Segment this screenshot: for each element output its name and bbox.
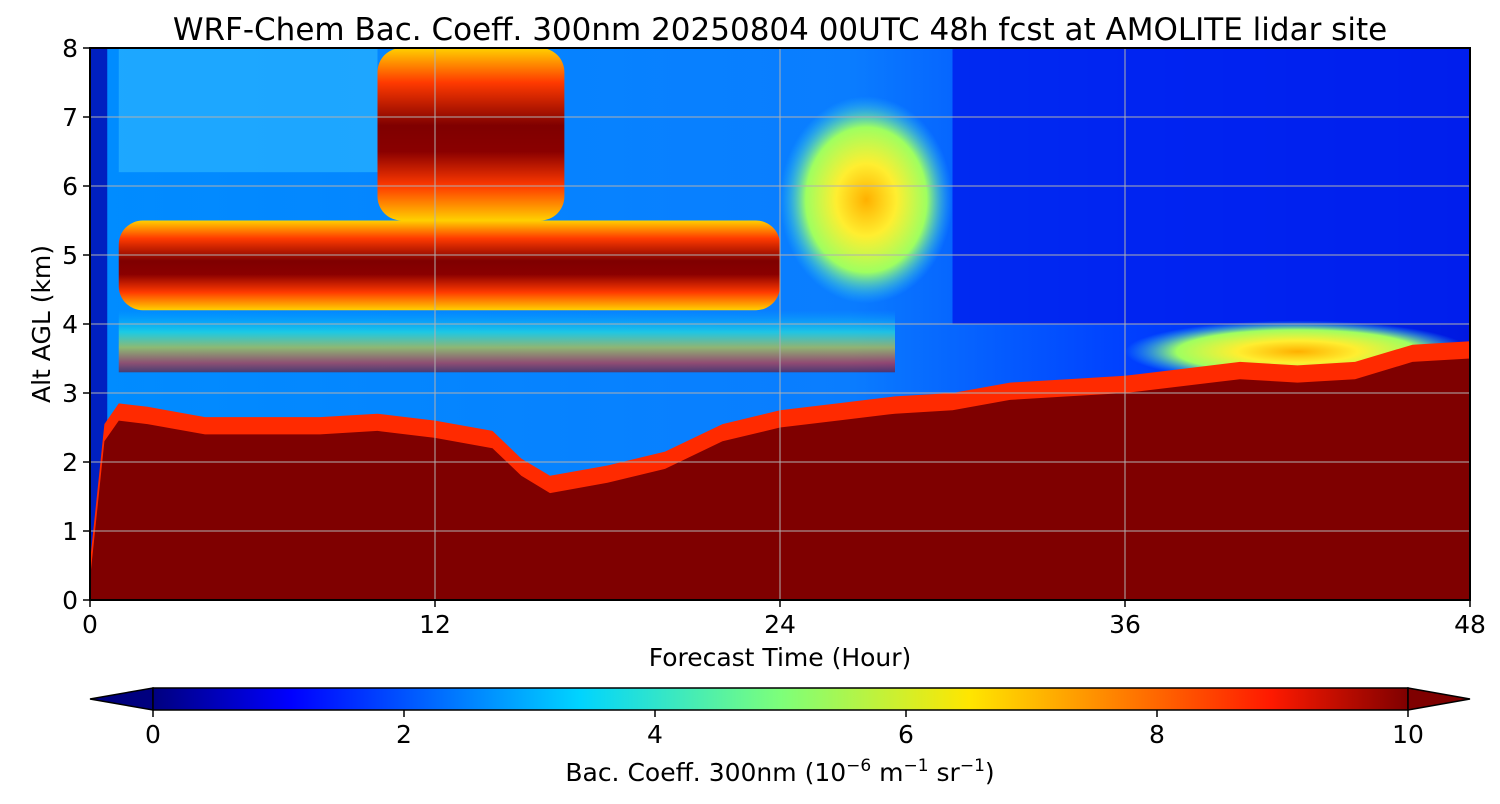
field-upper-cyan — [118, 48, 378, 173]
x-axis-ticks: 0 12 24 36 48 — [82, 600, 1486, 639]
colorbar: 0 2 4 6 8 10 Bac. Coeff. 300nm (10−6 m−1 sr−1… — [89, 687, 1471, 787]
y-axis-label: Alt AGL (km) — [27, 245, 56, 403]
y-axis-ticks: 0 1 2 3 4 5 6 7 8 — [62, 34, 90, 615]
x-tick-label: 0 — [82, 610, 98, 639]
y-tick-label: 6 — [62, 172, 78, 201]
colorbar-tick-label: 6 — [898, 720, 914, 749]
field-layer-1 — [377, 48, 565, 221]
colorbar-label-exp3: −1 — [960, 756, 985, 776]
x-tick-label: 36 — [1109, 610, 1141, 639]
colorbar-tick-label: 2 — [396, 720, 412, 749]
y-tick-label: 8 — [62, 34, 78, 63]
colorbar-ticks: 0 2 4 6 8 10 — [145, 710, 1424, 749]
colorbar-label-end: ) — [985, 758, 995, 787]
y-tick-label: 2 — [62, 448, 78, 477]
colorbar-tick-label: 8 — [1149, 720, 1165, 749]
x-axis-label: Forecast Time (Hour) — [649, 643, 912, 672]
colorbar-body — [152, 687, 1409, 711]
colorbar-tick-label: 4 — [647, 720, 663, 749]
field-layer-0 — [118, 220, 780, 311]
colorbar-label-main: Bac. Coeff. 300nm (10 — [565, 758, 846, 787]
field-layer-2 — [780, 96, 953, 304]
y-tick-label: 3 — [62, 379, 78, 408]
y-tick-label: 4 — [62, 310, 78, 339]
grid-lines — [90, 48, 1470, 600]
y-tick-label: 1 — [62, 517, 78, 546]
colorbar-label: Bac. Coeff. 300nm (10−6 m−1 sr−1) — [565, 756, 994, 787]
y-tick-label: 0 — [62, 586, 78, 615]
colorbar-tick-label: 0 — [145, 720, 161, 749]
colorbar-label-exp1: −6 — [846, 756, 871, 776]
colorbar-label-mid2: sr — [929, 758, 961, 787]
chart-title: WRF-Chem Bac. Coeff. 300nm 20250804 00UT… — [173, 12, 1387, 48]
colorbar-tick-label: 10 — [1392, 720, 1424, 749]
colorbar-extend-high — [1407, 687, 1471, 711]
colorbar-label-mid: m — [871, 758, 903, 787]
y-tick-label: 5 — [62, 241, 78, 270]
colorbar-label-exp2: −1 — [904, 756, 929, 776]
field-mid-band — [118, 310, 895, 373]
x-tick-label: 24 — [764, 610, 796, 639]
x-tick-label: 12 — [419, 610, 451, 639]
x-tick-label: 48 — [1454, 610, 1486, 639]
y-tick-label: 7 — [62, 103, 78, 132]
colorbar-extend-low — [89, 687, 154, 711]
